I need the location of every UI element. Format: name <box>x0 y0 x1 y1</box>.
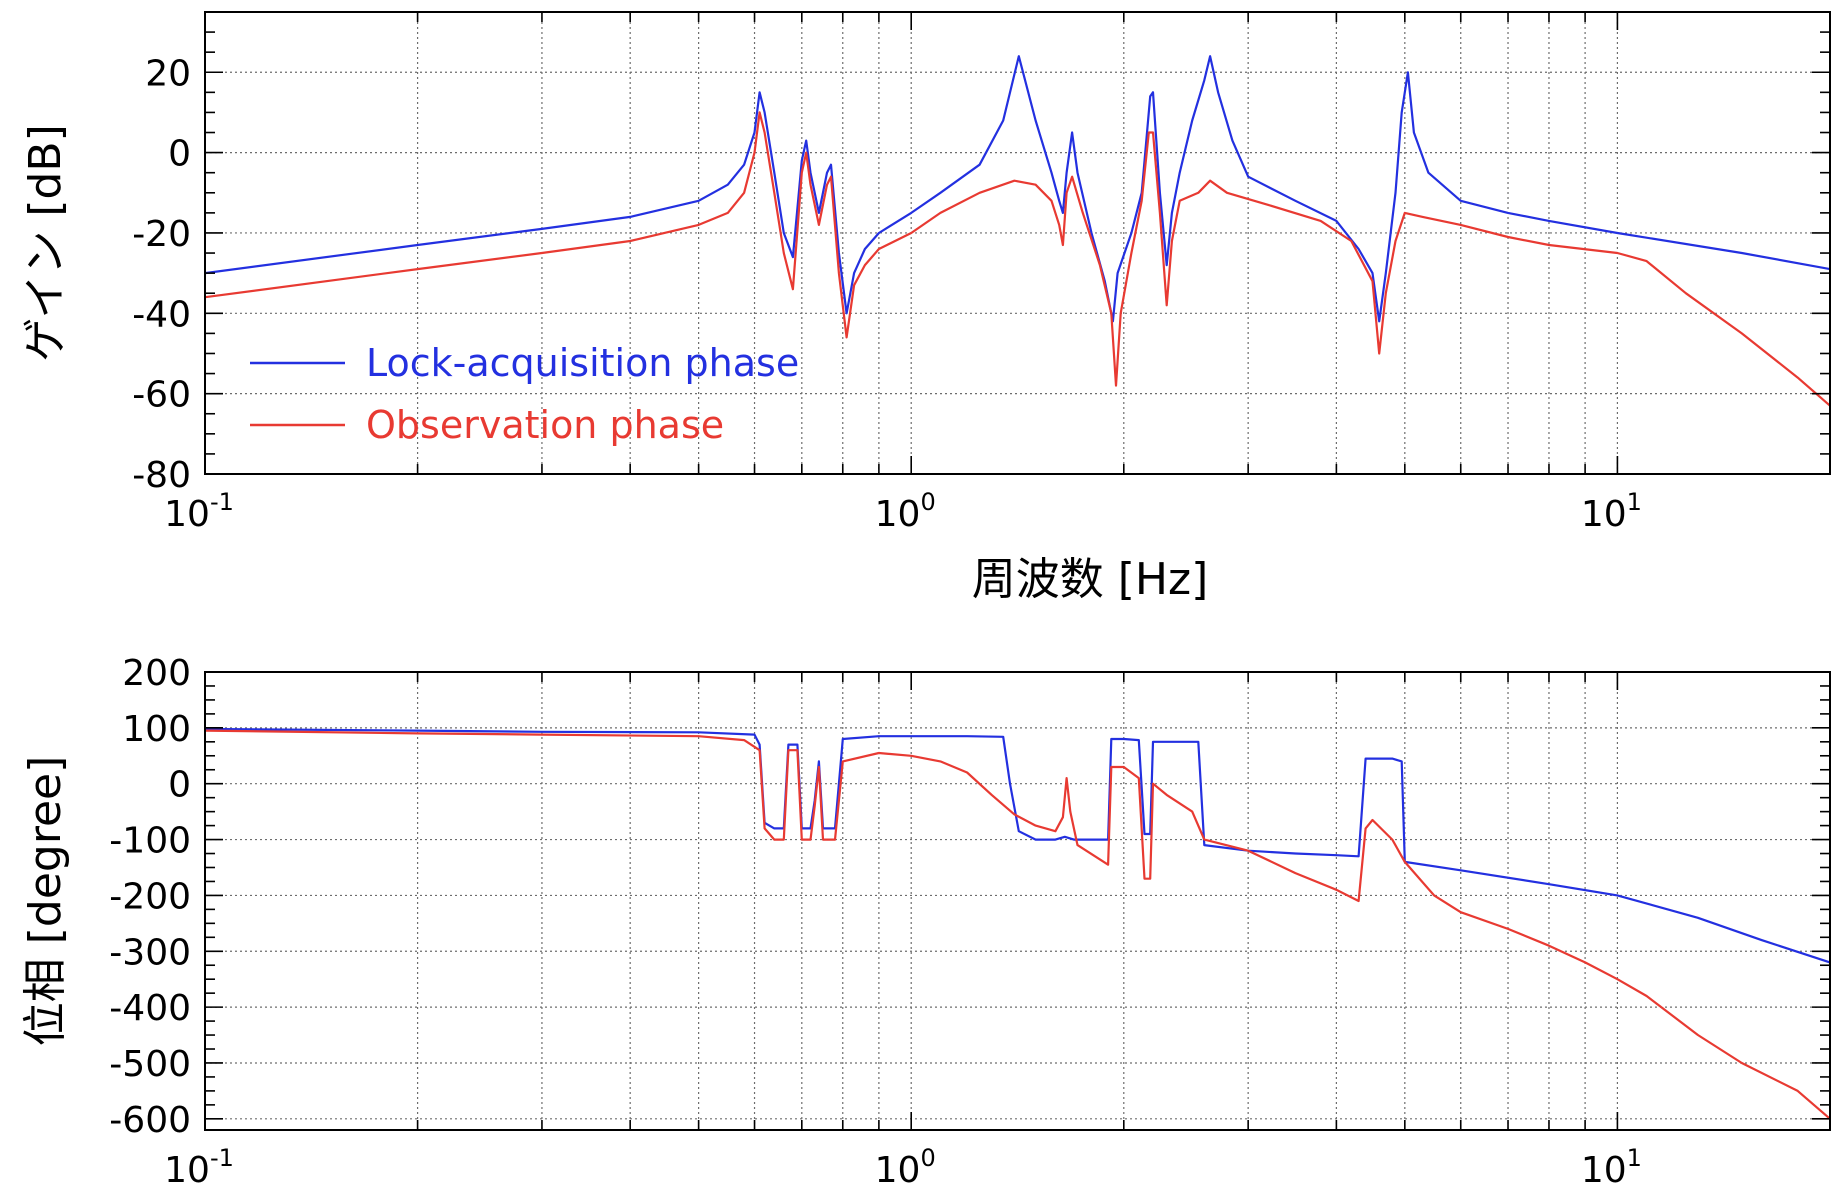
gain-y-tick-labels: 20 0 -20 -40 -60 -80 <box>132 53 191 496</box>
phase-x-tick-base: 10 <box>1581 1150 1627 1190</box>
frequency-axis-title: 周波数 [Hz] <box>972 554 1209 605</box>
phase-x-tick-exponent: 1 <box>1627 1144 1642 1172</box>
gain-x-tick-exponent: 0 <box>920 488 935 516</box>
phase-y-tick-label: -300 <box>109 932 191 973</box>
phase-tick-marks <box>204 671 1831 1130</box>
gain-x-tick-base: 10 <box>1581 494 1627 535</box>
phase-series-group <box>205 727 1830 1120</box>
gain-x-tick-exponent: 1 <box>1627 488 1642 516</box>
gain-series-group <box>205 55 1830 407</box>
phase-x-tick-label: 10-1 <box>164 1144 234 1190</box>
phase-y-tick-labels: 200 100 0 -100 -200 -300 -400 -500 -600 <box>109 653 191 1141</box>
gain-x-tick-labels: 10-1 100 101 <box>164 488 1642 535</box>
phase-series-line-0 <box>205 727 1830 964</box>
gain-x-tick-base: 10 <box>164 494 210 535</box>
phase-y-axis-title: 位相 [degree] <box>20 756 71 1047</box>
phase-plot-frame <box>204 671 1831 1131</box>
gain-x-tick-exponent: -1 <box>210 488 234 516</box>
phase-x-tick-exponent: 0 <box>920 1144 935 1172</box>
phase-x-tick-exponent: -1 <box>210 1144 234 1172</box>
gain-y-tick-label: -60 <box>132 375 191 416</box>
phase-grid <box>205 672 1830 1130</box>
phase-x-tick-base: 10 <box>875 1150 921 1190</box>
phase-y-tick-label: -600 <box>109 1100 191 1141</box>
gain-y-tick-label: -40 <box>132 294 191 335</box>
gain-series-line-0 <box>205 55 1830 323</box>
phase-y-tick-label: -200 <box>109 876 191 917</box>
phase-y-tick-label: 100 <box>122 709 191 750</box>
gain-y-axis-title: ゲイン [dB] <box>20 124 71 362</box>
phase-y-tick-label: -400 <box>109 988 191 1029</box>
gain-x-tick-label: 100 <box>875 488 936 535</box>
gain-grid <box>205 12 1830 474</box>
phase-x-tick-label: 101 <box>1581 1144 1642 1190</box>
gain-x-tick-base: 10 <box>875 494 921 535</box>
gain-y-tick-label: -80 <box>132 455 191 496</box>
gain-y-tick-label: 20 <box>145 53 191 94</box>
phase-y-tick-label: 200 <box>122 653 191 694</box>
gain-y-tick-label: -20 <box>132 214 191 255</box>
phase-x-tick-base: 10 <box>164 1150 210 1190</box>
phase-x-tick-label: 100 <box>875 1144 936 1190</box>
gain-x-tick-label: 10-1 <box>164 488 234 535</box>
gain-y-tick-label: 0 <box>168 134 191 175</box>
gain-x-tick-label: 101 <box>1581 488 1642 535</box>
phase-series-line-1 <box>205 729 1830 1120</box>
legend-label-0: Lock-acquisition phase <box>366 341 799 385</box>
gain-tick-marks <box>204 11 1831 475</box>
gain-series-line-1 <box>205 111 1830 407</box>
gain-legend: Lock-acquisition phase Observation phase <box>250 341 799 447</box>
legend-label-1: Observation phase <box>366 403 724 447</box>
phase-x-tick-labels: 10-1 100 101 <box>164 1144 1642 1190</box>
gain-plot-panel: 200-20-40-60-80 10-1 100 101 ゲイン [dB] Lock… <box>20 11 1831 535</box>
phase-y-tick-label: -500 <box>109 1044 191 1085</box>
phase-y-tick-label: -100 <box>109 821 191 862</box>
phase-y-tick-label: 0 <box>168 765 191 806</box>
gain-plot-frame <box>204 11 1831 475</box>
